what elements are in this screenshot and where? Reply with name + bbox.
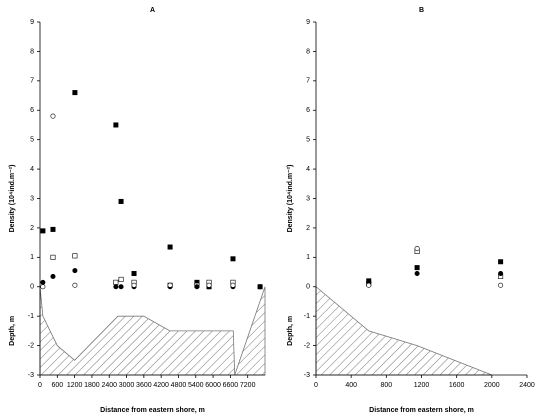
- x-tick-label: 6000: [205, 382, 221, 389]
- point: [72, 282, 78, 288]
- point: [113, 284, 119, 290]
- point: [230, 256, 236, 262]
- point: [131, 271, 137, 277]
- x-tick-label: 4200: [153, 382, 169, 389]
- point: [194, 284, 200, 290]
- x-tick-label: 1600: [449, 382, 465, 389]
- y-tick-label: 1: [306, 254, 310, 261]
- y-tick-label: -1: [28, 313, 34, 320]
- point: [72, 90, 78, 96]
- y-tick-label: 8: [306, 48, 310, 55]
- point: [113, 122, 119, 128]
- x-tick-label: 2000: [484, 382, 500, 389]
- point: [498, 259, 504, 265]
- x-tick-label: 800: [380, 382, 392, 389]
- y-tick-label: 7: [30, 78, 34, 85]
- y-tick-label: 3: [30, 195, 34, 202]
- x-tick-label: 6600: [223, 382, 239, 389]
- x-axis-label: Distance from eastern shore, m: [100, 407, 205, 414]
- x-tick-label: 7200: [240, 382, 256, 389]
- x-tick-label: 3600: [136, 382, 152, 389]
- x-tick-label: 1200: [67, 382, 83, 389]
- point: [230, 282, 236, 288]
- point: [72, 268, 78, 274]
- x-tick-label: 5400: [188, 382, 204, 389]
- panel-title: A: [150, 7, 155, 14]
- point: [50, 273, 56, 279]
- point: [498, 282, 504, 288]
- y-tick-label: -2: [304, 342, 310, 349]
- y-tick-label: 9: [306, 19, 310, 26]
- x-tick-label: 3000: [119, 382, 135, 389]
- y-tick-label: 8: [30, 48, 34, 55]
- y-tick-label: 0: [306, 284, 310, 291]
- y-tick-label: 3: [306, 195, 310, 202]
- x-tick-label: 0: [38, 382, 42, 389]
- point: [498, 271, 504, 277]
- point: [113, 279, 119, 285]
- point: [167, 282, 173, 288]
- point: [118, 284, 124, 290]
- point: [414, 265, 420, 271]
- x-tick-label: 1200: [414, 382, 430, 389]
- point: [40, 228, 46, 234]
- y-tick-label: 5: [30, 137, 34, 144]
- x-tick-label: 0: [314, 382, 318, 389]
- point: [167, 244, 173, 250]
- y-tick-label: 1: [30, 254, 34, 261]
- x-tick-label: 600: [51, 382, 63, 389]
- x-tick-label: 4800: [171, 382, 187, 389]
- depth-profile: [39, 286, 266, 376]
- y-tick-label: 2: [30, 225, 34, 232]
- point: [257, 284, 263, 290]
- y-axis-label: Density (10⁴ind.m⁻²): [287, 165, 294, 233]
- point: [366, 282, 372, 288]
- y-tick-label: 4: [30, 166, 34, 173]
- y-tick-label: 5: [306, 137, 310, 144]
- x-tick-label: 2400: [101, 382, 117, 389]
- y-axis-label: Density (10⁴ind.m⁻²): [9, 165, 16, 233]
- y-tick-label: 4: [306, 166, 310, 173]
- x-axis-label: Distance from eastern shore, m: [369, 407, 474, 414]
- y-tick-label: -3: [304, 372, 310, 379]
- point: [414, 246, 420, 252]
- point: [414, 271, 420, 277]
- point: [118, 276, 124, 282]
- y-tick-label: 2: [306, 225, 310, 232]
- y-tick-label: -1: [304, 313, 310, 320]
- point: [50, 254, 56, 260]
- point: [206, 282, 212, 288]
- point: [118, 198, 124, 204]
- y-tick-label: 6: [30, 107, 34, 114]
- y-tick-label: 6: [306, 107, 310, 114]
- y-axis-label: Depth, m: [9, 316, 16, 346]
- x-tick-label: 2400: [519, 382, 535, 389]
- point: [72, 253, 78, 259]
- point: [131, 282, 137, 288]
- depth-profile: [315, 285, 492, 376]
- y-tick-label: 0: [30, 284, 34, 291]
- y-tick-label: -2: [28, 342, 34, 349]
- point: [50, 113, 56, 119]
- y-tick-label: 7: [306, 78, 310, 85]
- point: [50, 226, 56, 232]
- y-tick-label: -3: [28, 372, 34, 379]
- y-axis-label: Depth, m: [287, 316, 294, 346]
- panel-title: B: [419, 7, 424, 14]
- y-tick-label: 9: [30, 19, 34, 26]
- x-tick-label: 400: [345, 382, 357, 389]
- point: [40, 279, 46, 285]
- point: [40, 284, 46, 290]
- x-tick-label: 1800: [84, 382, 100, 389]
